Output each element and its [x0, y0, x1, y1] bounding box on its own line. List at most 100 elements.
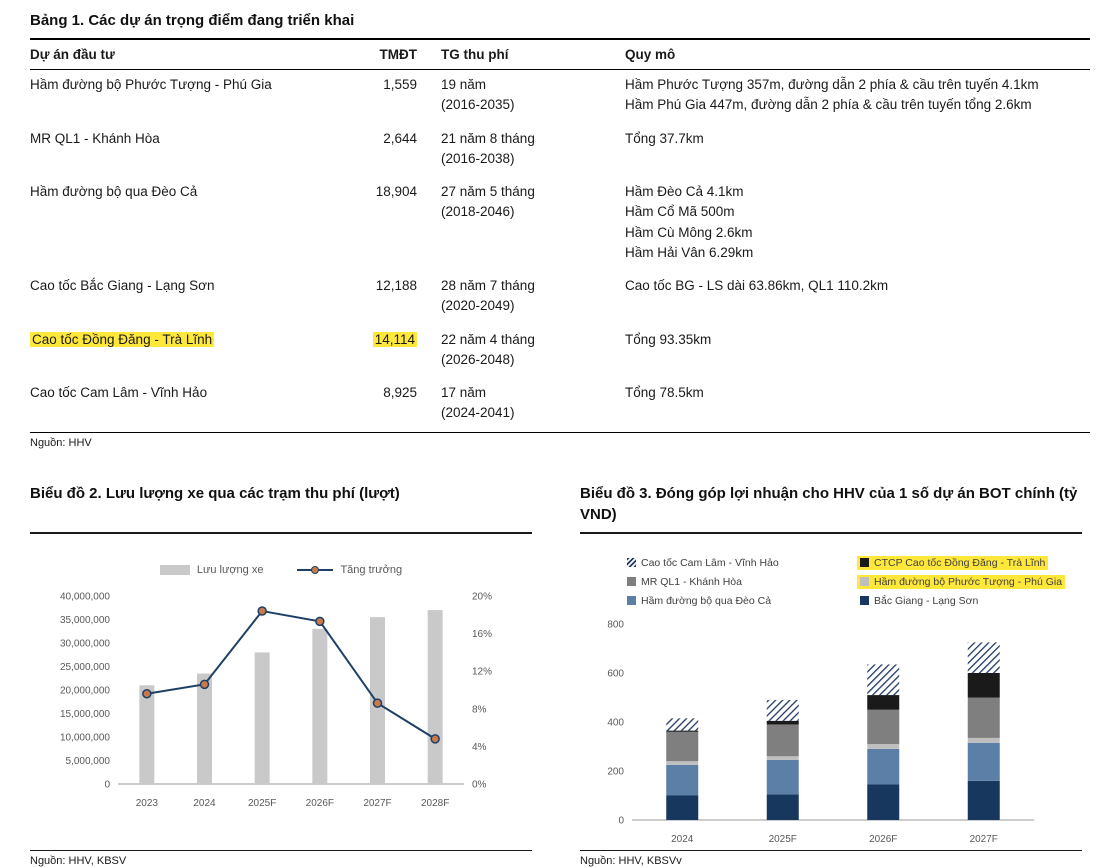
- legend-item: Hầm đường bộ qua Đèo Cả: [624, 594, 774, 608]
- svg-text:10,000,000: 10,000,000: [60, 732, 110, 743]
- chart2-legend: Lưu lượng xe Tăng trưởng: [159, 563, 402, 576]
- stacked-bars: [666, 641, 1000, 820]
- project-scale: Tổng 93.35km: [625, 331, 712, 347]
- legend-label: MR QL1 - Khánh Hòa: [641, 575, 742, 588]
- project-toll-duration: 21 năm 8 tháng (2016-2038): [441, 130, 535, 166]
- table-row: Cao tốc Cam Lâm - Vĩnh Hảo 8,925 17 năm (20…: [30, 378, 1090, 432]
- svg-text:0%: 0%: [472, 779, 487, 790]
- bar-segment: [967, 672, 1000, 697]
- svg-text:20%: 20%: [472, 591, 492, 602]
- project-name: MR QL1 - Khánh Hòa: [30, 130, 160, 146]
- svg-text:2025F: 2025F: [248, 798, 276, 809]
- col-header-toll-duration: TG thu phí: [423, 39, 599, 70]
- col-header-project: Dự án đầu tư: [30, 39, 345, 70]
- table-row: Hầm đường bộ Phước Tượng - Phú Gia 1,559 1…: [30, 70, 1090, 124]
- traffic-bar: [254, 651, 270, 784]
- legend-label: Hầm đường bộ qua Đèo Cả: [641, 594, 772, 607]
- svg-text:2024: 2024: [671, 834, 694, 845]
- chart3-bottom-rule: [580, 849, 1082, 851]
- bar-segment: [766, 793, 799, 820]
- project-tmdt: 8,925: [383, 385, 417, 400]
- growth-marker: [372, 697, 383, 708]
- growth-line: [146, 609, 436, 740]
- report-page: Bảng 1. Các dự án trọng điểm đang triển …: [30, 12, 1090, 867]
- bar-segment: [967, 742, 1000, 781]
- bot-profit-chart-panel: Biểu đồ 3. Đóng góp lợi nhuận cho HHV củ…: [580, 483, 1082, 867]
- growth-marker: [199, 679, 210, 689]
- legend-swatch: [860, 558, 869, 567]
- project-name: Cao tốc Đồng Đăng - Trà Lĩnh: [30, 331, 215, 347]
- table-row: Hầm đường bộ qua Đèo Cả 18,904 27 năm 5 th…: [30, 177, 1090, 271]
- svg-text:35,000,000: 35,000,000: [60, 615, 110, 626]
- svg-text:0: 0: [104, 779, 110, 790]
- traffic-chart-panel: Biểu đồ 2. Lưu lượng xe qua các trạm thu…: [30, 483, 532, 867]
- svg-text:30,000,000: 30,000,000: [60, 638, 110, 649]
- x-axis-labels: 2023 2024 2025F 2026F 2027F 2028F: [136, 798, 450, 809]
- traffic-bars: [139, 609, 443, 784]
- project-tmdt: 12,188: [375, 278, 417, 293]
- legend-label: Cao tốc Cam Lâm - Vĩnh Hảo: [641, 556, 779, 569]
- svg-text:0: 0: [618, 815, 624, 826]
- projects-table: Dự án đầu tư TMĐT TG thu phí Quy mô Hầm …: [30, 38, 1090, 433]
- chart2-top-rule: [30, 531, 532, 534]
- project-toll-duration: 27 năm 5 tháng (2018-2046): [441, 184, 535, 220]
- project-tmdt: 1,559: [383, 77, 417, 92]
- bar-segment: [867, 709, 900, 744]
- traffic-bar: [312, 628, 328, 784]
- bar-segment: [867, 694, 900, 710]
- bar-segment: [967, 697, 1000, 738]
- bar-segment: [867, 783, 900, 820]
- growth-marker: [430, 733, 440, 744]
- bar-segment: [766, 759, 799, 794]
- chart3-top-rule: [580, 531, 1082, 534]
- legend-line-label: Tăng trưởng: [340, 563, 403, 576]
- legend-item: Cao tốc Cam Lâm - Vĩnh Hảo: [624, 556, 782, 570]
- project-name: Hầm đường bộ qua Đèo Cả: [30, 184, 198, 199]
- chart3-title: Biểu đồ 3. Đóng góp lợi nhuận cho HHV củ…: [580, 484, 1078, 524]
- bar-segment: [666, 731, 699, 761]
- chart2-source: Nguồn: HHV, KBSV: [30, 854, 127, 867]
- bar-segment: [967, 737, 1000, 743]
- y-axis-labels: 800 600 400 200 0: [607, 619, 624, 826]
- project-tmdt: 2,644: [383, 130, 417, 146]
- svg-text:2026F: 2026F: [869, 834, 897, 845]
- bar-segment: [666, 730, 699, 732]
- legend-item-line: Tăng trưởng: [297, 564, 402, 576]
- svg-text:400: 400: [607, 717, 624, 728]
- chart2-title: Biểu đồ 2. Lưu lượng xe qua các trạm thu…: [30, 484, 400, 502]
- legend-label: Hầm đường bộ Phước Tượng - Phú Gia: [874, 575, 1063, 588]
- svg-text:12%: 12%: [472, 666, 492, 677]
- growth-marker: [315, 616, 325, 626]
- col-header-tmdt: TMĐT: [345, 39, 423, 70]
- table-row: Cao tốc Bắc Giang - Lạng Sơn 12,188 28 năm…: [30, 271, 1090, 325]
- bar-segment: [766, 720, 799, 724]
- svg-text:40,000,000: 40,000,000: [60, 591, 110, 602]
- legend-swatch: [627, 558, 636, 567]
- bar-segment: [766, 699, 799, 721]
- project-name: Hầm đường bộ Phước Tượng - Phú Gia: [30, 77, 272, 92]
- svg-text:25,000,000: 25,000,000: [60, 662, 110, 673]
- col-header-scale: Quy mô: [599, 39, 1090, 70]
- bar-segment: [666, 764, 699, 795]
- table-row: Cao tốc Đồng Đăng - Trà Lĩnh 14,114 22 năm…: [30, 325, 1090, 379]
- legend-swatch: [860, 577, 869, 586]
- svg-text:2023: 2023: [136, 798, 159, 809]
- project-name: Cao tốc Cam Lâm - Vĩnh Hảo: [30, 385, 208, 400]
- bar-swatch: [159, 564, 190, 575]
- bar-segment: [867, 663, 900, 695]
- svg-text:20,000,000: 20,000,000: [60, 685, 110, 696]
- legend-swatch: [860, 596, 869, 605]
- svg-text:2025F: 2025F: [769, 834, 797, 845]
- project-scale: Hầm Đèo Cả 4.1km Hầm Cổ Mã 500m Hầm Cù Môn…: [625, 184, 754, 260]
- project-scale: Tổng 37.7km: [625, 130, 704, 146]
- project-scale: Tổng 78.5km: [625, 385, 704, 400]
- growth-line-markers: [142, 605, 440, 744]
- svg-text:800: 800: [607, 619, 624, 630]
- legend-bar-label: Lưu lượng xe: [196, 563, 264, 576]
- svg-text:2027F: 2027F: [363, 798, 391, 809]
- bar-segment: [867, 748, 900, 784]
- traffic-bar: [197, 673, 212, 784]
- project-toll-duration: 19 năm (2016-2035): [441, 77, 515, 113]
- project-toll-duration: 17 năm (2024-2041): [441, 385, 515, 421]
- project-toll-duration: 28 năm 7 tháng (2020-2049): [441, 278, 535, 314]
